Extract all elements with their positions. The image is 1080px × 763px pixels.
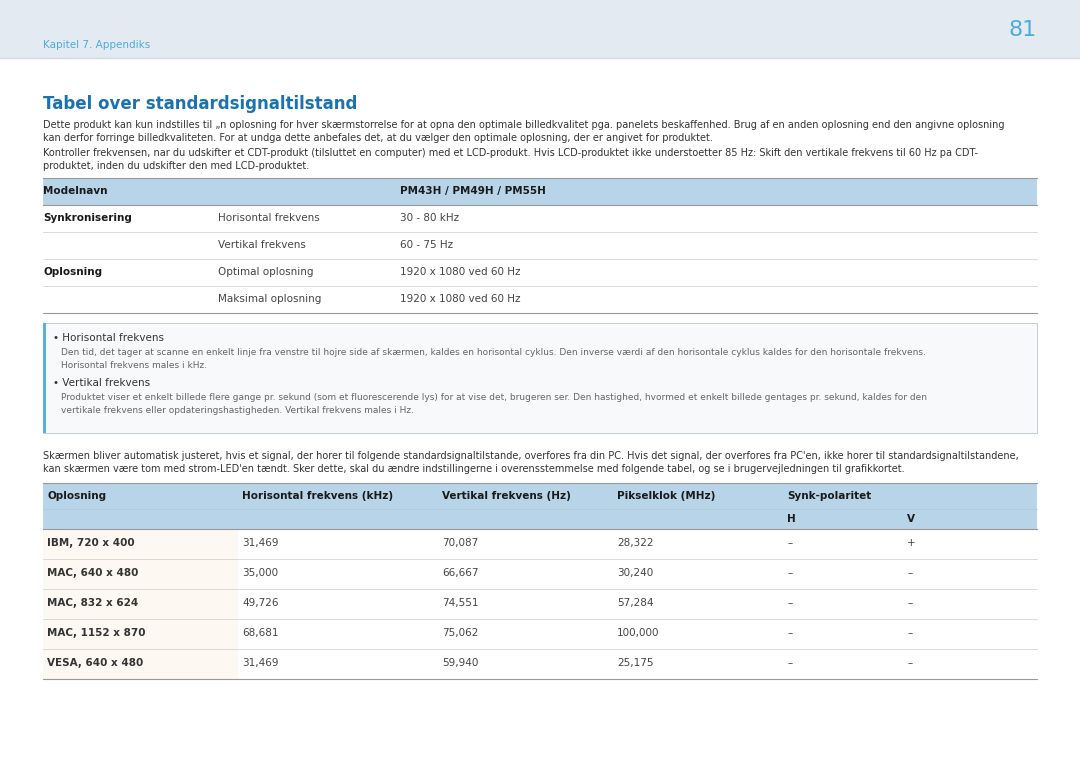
Bar	[43, 483, 1037, 529]
Text: Tabel over standardsignaltilstand: Tabel over standardsignaltilstand	[43, 95, 357, 113]
Text: MAC, 640 x 480: MAC, 640 x 480	[48, 568, 138, 578]
Text: 49,726: 49,726	[242, 598, 279, 608]
Text: 25,175: 25,175	[617, 658, 653, 668]
Text: –: –	[907, 598, 913, 608]
Text: Synk-polaritet: Synk-polaritet	[787, 491, 872, 501]
Text: 28,322: 28,322	[617, 538, 653, 548]
Text: 75,062: 75,062	[442, 628, 478, 638]
Text: • Horisontal frekvens: • Horisontal frekvens	[53, 333, 164, 343]
Text: H: H	[787, 514, 796, 524]
Text: 70,087: 70,087	[442, 538, 478, 548]
Text: kan skærmen være tom med strom-LED'en tændt. Sker dette, skal du ændre indstilli: kan skærmen være tom med strom-LED'en tæ…	[43, 464, 905, 474]
Text: 57,284: 57,284	[617, 598, 653, 608]
Text: Dette produkt kan kun indstilles til „n oplosning for hver skærmstorrelse for at: Dette produkt kan kun indstilles til „n …	[43, 120, 1004, 130]
Bar	[43, 323, 1037, 433]
Text: Optimal oplosning: Optimal oplosning	[218, 267, 313, 277]
Text: –: –	[907, 658, 913, 668]
Text: 60 - 75 Hz: 60 - 75 Hz	[400, 240, 454, 250]
Text: Produktet viser et enkelt billede flere gange pr. sekund (som et fluorescerende : Produktet viser et enkelt billede flere …	[60, 393, 927, 402]
Text: MAC, 1152 x 870: MAC, 1152 x 870	[48, 628, 146, 638]
Text: 35,000: 35,000	[242, 568, 279, 578]
Text: Maksimal oplosning: Maksimal oplosning	[218, 294, 322, 304]
Text: • Vertikal frekvens: • Vertikal frekvens	[53, 378, 150, 388]
Text: Horisontal frekvens: Horisontal frekvens	[218, 213, 320, 223]
Bar	[43, 529, 238, 559]
Text: Oplosning: Oplosning	[48, 491, 106, 501]
Text: Oplosning: Oplosning	[43, 267, 103, 277]
Text: –: –	[787, 658, 793, 668]
Text: –: –	[787, 538, 793, 548]
Text: Horisontal frekvens males i kHz.: Horisontal frekvens males i kHz.	[60, 361, 207, 370]
Text: vertikale frekvens eller opdateringshastigheden. Vertikal frekvens males i Hz.: vertikale frekvens eller opdateringshast…	[60, 406, 414, 415]
Text: –: –	[787, 598, 793, 608]
Text: IBM, 720 x 400: IBM, 720 x 400	[48, 538, 135, 548]
Text: 59,940: 59,940	[442, 658, 478, 668]
Text: produktet, inden du udskifter den med LCD-produktet.: produktet, inden du udskifter den med LC…	[43, 161, 309, 171]
Text: 1920 x 1080 ved 60 Hz: 1920 x 1080 ved 60 Hz	[400, 294, 521, 304]
Text: 31,469: 31,469	[242, 658, 279, 668]
Text: Vertikal frekvens (Hz): Vertikal frekvens (Hz)	[442, 491, 571, 501]
Text: –: –	[787, 628, 793, 638]
Text: 68,681: 68,681	[242, 628, 279, 638]
Text: 66,667: 66,667	[442, 568, 478, 578]
Bar	[43, 589, 238, 619]
Text: Den tid, det tager at scanne en enkelt linje fra venstre til hojre side af skærm: Den tid, det tager at scanne en enkelt l…	[60, 348, 926, 357]
Text: Pikselklok (MHz): Pikselklok (MHz)	[617, 491, 715, 501]
Text: MAC, 832 x 624: MAC, 832 x 624	[48, 598, 138, 608]
Text: kan derfor forringe billedkvaliteten. For at undga dette anbefales det, at du væ: kan derfor forringe billedkvaliteten. Fo…	[43, 133, 713, 143]
Bar	[43, 178, 1037, 205]
Text: V: V	[907, 514, 915, 524]
Text: Skærmen bliver automatisk justeret, hvis et signal, der horer til folgende stand: Skærmen bliver automatisk justeret, hvis…	[43, 451, 1018, 461]
Bar	[43, 619, 238, 649]
Text: 100,000: 100,000	[617, 628, 660, 638]
Text: +: +	[907, 538, 916, 548]
Text: –: –	[907, 568, 913, 578]
Text: Kontroller frekvensen, nar du udskifter et CDT-produkt (tilsluttet en computer) : Kontroller frekvensen, nar du udskifter …	[43, 148, 978, 158]
Text: Kapitel 7. Appendiks: Kapitel 7. Appendiks	[43, 40, 150, 50]
Text: 30,240: 30,240	[617, 568, 653, 578]
Text: 31,469: 31,469	[242, 538, 279, 548]
Bar	[43, 323, 46, 433]
Text: 1920 x 1080 ved 60 Hz: 1920 x 1080 ved 60 Hz	[400, 267, 521, 277]
Text: 30 - 80 kHz: 30 - 80 kHz	[400, 213, 459, 223]
Text: PM43H / PM49H / PM55H: PM43H / PM49H / PM55H	[400, 186, 545, 196]
Bar	[43, 559, 238, 589]
Bar	[43, 649, 238, 679]
Text: –: –	[787, 568, 793, 578]
Text: –: –	[907, 628, 913, 638]
Text: 74,551: 74,551	[442, 598, 478, 608]
Text: Vertikal frekvens: Vertikal frekvens	[218, 240, 306, 250]
Text: Modelnavn: Modelnavn	[43, 186, 108, 196]
Text: Synkronisering: Synkronisering	[43, 213, 132, 223]
Text: 81: 81	[1009, 20, 1037, 40]
Text: VESA, 640 x 480: VESA, 640 x 480	[48, 658, 144, 668]
Text: Horisontal frekvens (kHz): Horisontal frekvens (kHz)	[242, 491, 393, 501]
Bar	[0, 0, 1080, 58]
